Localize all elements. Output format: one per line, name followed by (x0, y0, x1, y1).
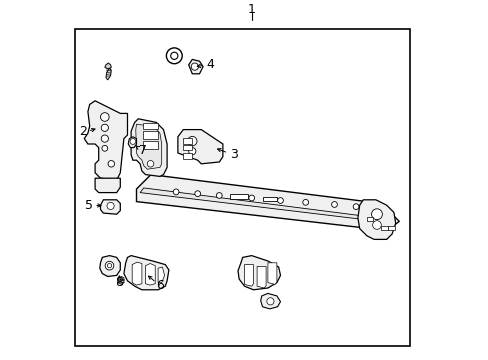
Polygon shape (132, 262, 142, 285)
Bar (262, 197, 276, 201)
Circle shape (266, 298, 273, 305)
Circle shape (101, 124, 108, 131)
Circle shape (248, 195, 254, 201)
Polygon shape (140, 188, 377, 220)
Polygon shape (357, 200, 395, 239)
Bar (183, 153, 192, 159)
Circle shape (107, 202, 114, 210)
Circle shape (187, 136, 197, 146)
Polygon shape (95, 178, 120, 193)
Bar (366, 217, 373, 221)
Text: 7: 7 (139, 144, 147, 157)
Polygon shape (101, 200, 120, 214)
Circle shape (101, 113, 109, 121)
Text: 6: 6 (156, 279, 163, 292)
Text: 4: 4 (206, 58, 214, 71)
FancyBboxPatch shape (75, 29, 409, 346)
Polygon shape (84, 101, 127, 180)
Circle shape (194, 191, 200, 197)
Bar (387, 226, 394, 230)
Bar (142, 123, 158, 129)
Polygon shape (158, 267, 164, 283)
Text: 8: 8 (115, 276, 123, 289)
Bar (381, 226, 387, 230)
Polygon shape (100, 256, 120, 276)
Polygon shape (260, 293, 280, 309)
Polygon shape (106, 68, 111, 80)
Circle shape (107, 264, 111, 268)
Circle shape (130, 139, 136, 144)
Polygon shape (104, 63, 111, 69)
Polygon shape (244, 265, 253, 286)
Polygon shape (238, 256, 280, 290)
Circle shape (352, 204, 358, 210)
Bar (183, 138, 192, 144)
Polygon shape (118, 276, 123, 284)
Circle shape (166, 48, 182, 64)
Polygon shape (131, 119, 167, 176)
Circle shape (147, 161, 153, 167)
Polygon shape (136, 175, 399, 232)
Circle shape (170, 52, 178, 59)
Circle shape (102, 145, 107, 151)
Circle shape (372, 221, 381, 229)
Circle shape (216, 193, 222, 198)
Circle shape (302, 199, 308, 205)
Circle shape (101, 135, 108, 142)
Circle shape (105, 261, 114, 270)
Polygon shape (123, 256, 168, 290)
Polygon shape (178, 130, 223, 164)
Circle shape (173, 189, 179, 195)
Circle shape (371, 209, 382, 220)
Polygon shape (188, 59, 203, 74)
Text: 5: 5 (85, 199, 93, 212)
Circle shape (277, 198, 283, 203)
Bar (142, 131, 158, 139)
Bar (183, 145, 192, 150)
Polygon shape (128, 137, 136, 148)
Text: 2: 2 (79, 125, 87, 138)
Polygon shape (267, 263, 276, 284)
Polygon shape (257, 266, 265, 288)
Circle shape (188, 148, 196, 155)
Polygon shape (136, 124, 162, 169)
Bar (230, 194, 247, 199)
Circle shape (331, 202, 337, 207)
Bar (142, 141, 158, 149)
Circle shape (108, 161, 114, 167)
Circle shape (191, 63, 198, 70)
Polygon shape (145, 264, 155, 285)
Text: 3: 3 (229, 148, 237, 161)
Text: 1: 1 (247, 3, 255, 15)
